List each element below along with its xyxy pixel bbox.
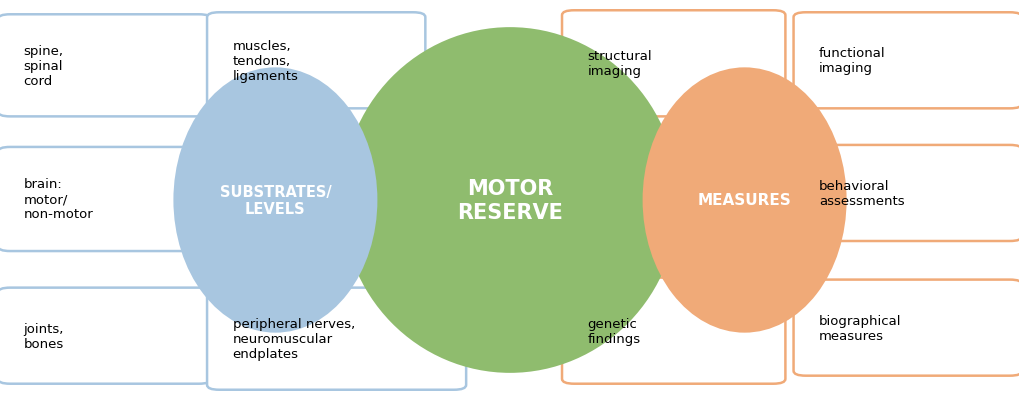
Text: genetic
findings: genetic findings (587, 317, 640, 345)
Text: behavioral
assessments: behavioral assessments (818, 180, 904, 207)
Text: functional
imaging: functional imaging (818, 47, 884, 75)
Ellipse shape (173, 68, 377, 333)
FancyBboxPatch shape (0, 288, 211, 384)
Text: MEASURES: MEASURES (697, 193, 791, 208)
Ellipse shape (341, 28, 678, 373)
Text: muscles,
tendons,
ligaments: muscles, tendons, ligaments (232, 40, 299, 83)
Text: biographical
measures: biographical measures (818, 314, 901, 342)
FancyBboxPatch shape (793, 146, 1019, 241)
Text: structural
imaging: structural imaging (587, 50, 651, 78)
Text: joints,
bones: joints, bones (23, 322, 64, 350)
FancyBboxPatch shape (207, 13, 425, 109)
Ellipse shape (642, 68, 846, 333)
FancyBboxPatch shape (0, 148, 211, 251)
FancyBboxPatch shape (207, 288, 466, 390)
Text: MOTOR
RESERVE: MOTOR RESERVE (457, 179, 562, 222)
Text: brain:
motor/
non-motor: brain: motor/ non-motor (23, 178, 93, 221)
Text: peripheral nerves,
neuromuscular
endplates: peripheral nerves, neuromuscular endplat… (232, 318, 355, 360)
FancyBboxPatch shape (0, 15, 211, 117)
FancyBboxPatch shape (793, 13, 1019, 109)
FancyBboxPatch shape (793, 280, 1019, 376)
Text: spine,
spinal
cord: spine, spinal cord (23, 45, 63, 87)
FancyBboxPatch shape (561, 11, 785, 117)
Text: SUBSTRATES/
LEVELS: SUBSTRATES/ LEVELS (219, 184, 331, 217)
FancyBboxPatch shape (561, 278, 785, 384)
